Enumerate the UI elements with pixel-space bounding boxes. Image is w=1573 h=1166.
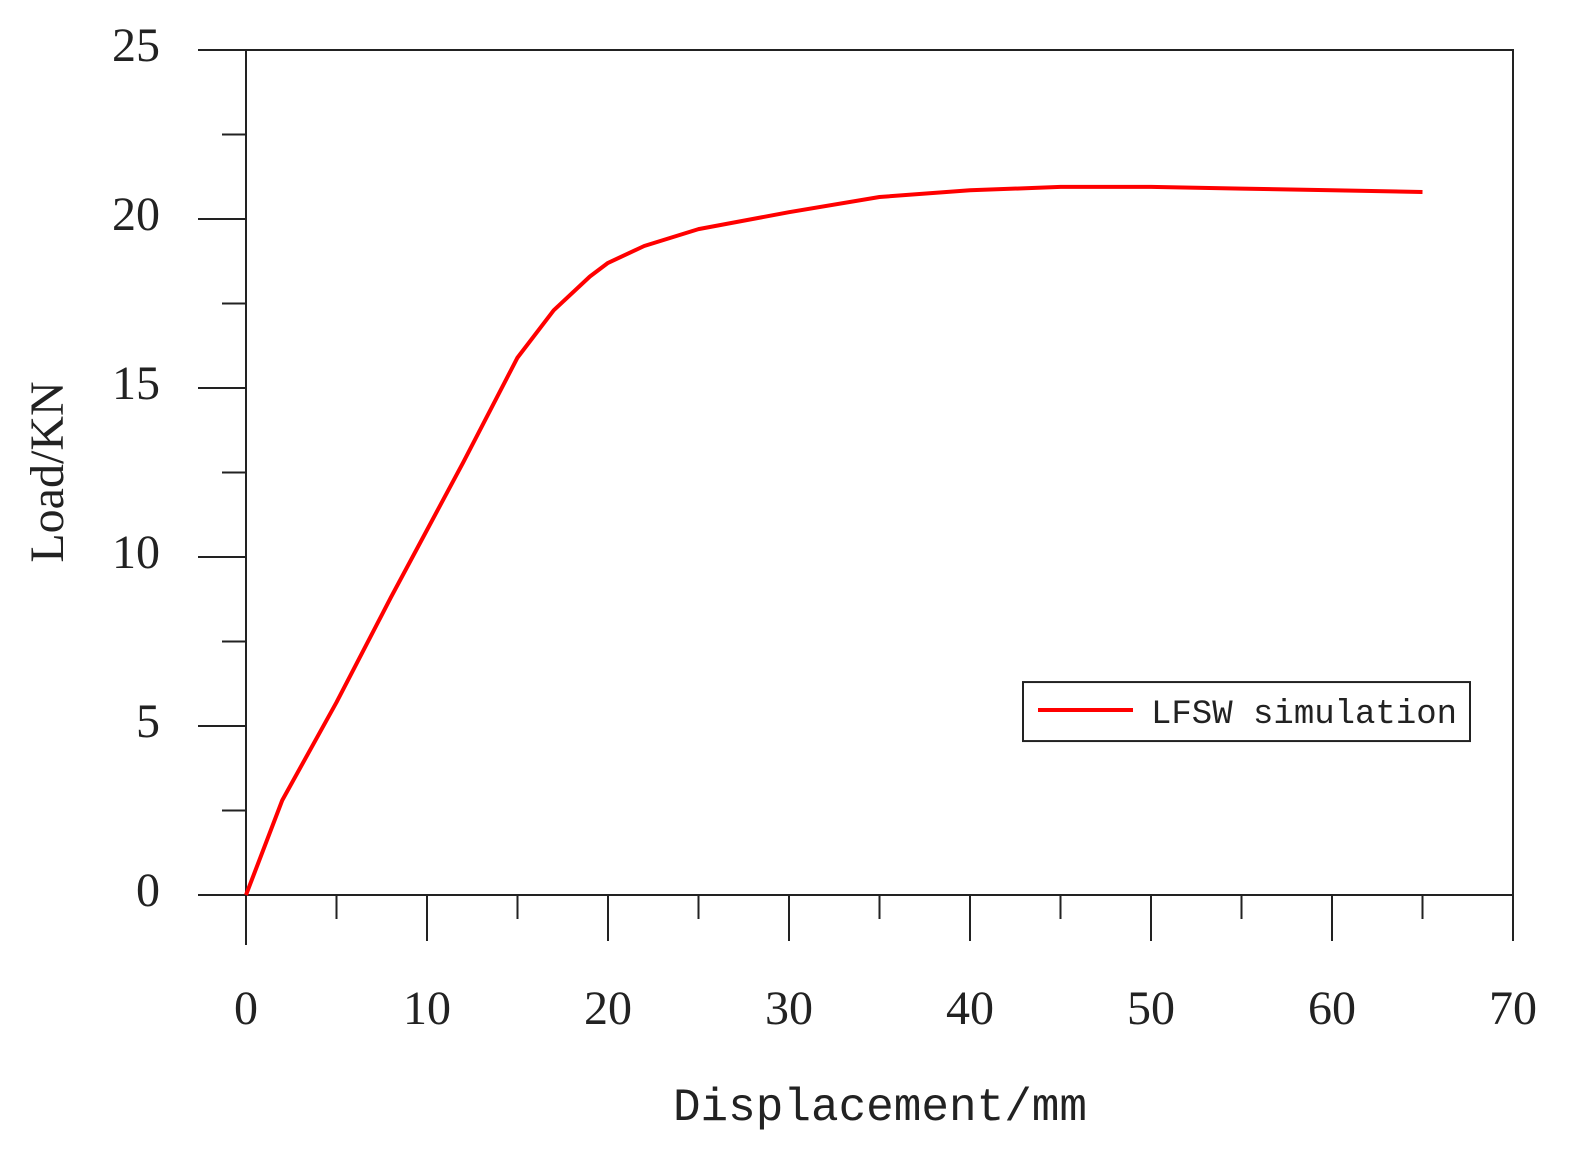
x-tick-label: 20 — [584, 982, 632, 1035]
x-tick-label: 70 — [1489, 982, 1537, 1035]
data-line — [244, 184, 1423, 896]
x-tick-label: 0 — [234, 982, 258, 1035]
y-tick-label: 25 — [112, 19, 160, 72]
x-tick-label: 60 — [1308, 982, 1356, 1035]
x-tick-label: 10 — [403, 982, 451, 1035]
x-tick-label: 40 — [946, 982, 994, 1035]
y-tick-label: 5 — [136, 695, 160, 748]
x-tick-label: 50 — [1127, 982, 1175, 1035]
legend-label: LFSW simulation — [1151, 696, 1457, 734]
y-tick-label: 10 — [112, 526, 160, 579]
x-axis-title: Displacement/mm — [673, 1082, 1087, 1134]
y-tick-label: 0 — [136, 864, 160, 917]
y-axis-title: Load/KN — [21, 381, 74, 562]
plot-frame — [245, 49, 1514, 896]
y-tick-label: 15 — [112, 357, 160, 410]
y-tick-label: 20 — [112, 188, 160, 241]
x-tick-label: 30 — [765, 982, 813, 1035]
